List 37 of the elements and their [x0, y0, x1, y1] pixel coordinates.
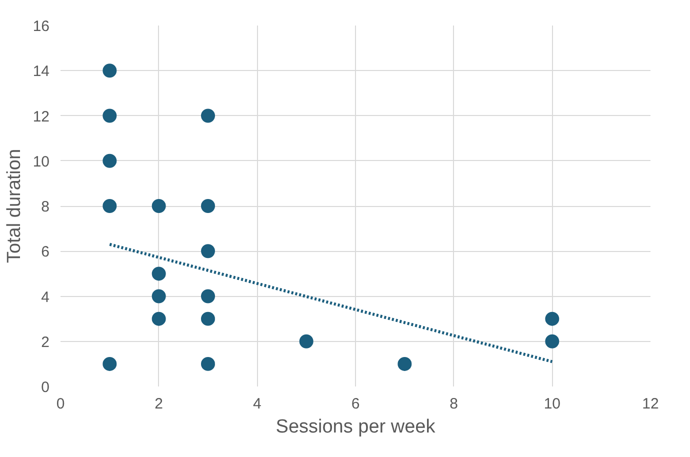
x-tick-label: 6 — [351, 396, 360, 412]
point — [152, 199, 166, 213]
point — [201, 356, 215, 371]
point — [102, 356, 117, 371]
point — [102, 64, 117, 78]
point — [545, 334, 560, 348]
x-tick-label: 0 — [56, 396, 65, 412]
point — [201, 108, 215, 123]
point — [201, 289, 215, 304]
y-tick-label: 16 — [32, 18, 50, 35]
y-tick-label: 0 — [41, 379, 50, 396]
y-tick-label: 8 — [41, 198, 50, 216]
point — [545, 312, 560, 326]
point — [201, 244, 215, 258]
point — [201, 199, 215, 213]
x-tick-label: 2 — [154, 396, 164, 412]
point — [398, 356, 412, 371]
point — [152, 289, 166, 304]
point — [152, 312, 166, 326]
point — [102, 108, 117, 123]
y-tick-label: 4 — [41, 288, 50, 306]
x-tick-label: 10 — [544, 396, 561, 412]
x-axis-title: Sessions per week — [276, 416, 436, 438]
x-tick-label: 8 — [450, 396, 458, 412]
point — [152, 266, 166, 281]
point — [102, 154, 117, 168]
x-tick-label: 12 — [642, 396, 659, 412]
x-tick-label: 4 — [252, 396, 262, 412]
y-tick-label: 10 — [32, 153, 50, 170]
y-tick-label: 6 — [41, 244, 50, 261]
point — [201, 312, 215, 326]
point — [102, 199, 117, 213]
y-tick-label: 14 — [32, 63, 50, 80]
point — [299, 334, 314, 348]
y-tick-label: 12 — [32, 108, 50, 126]
y-axis-title: Total duration — [4, 148, 25, 264]
y-tick-label: 2 — [41, 334, 50, 351]
